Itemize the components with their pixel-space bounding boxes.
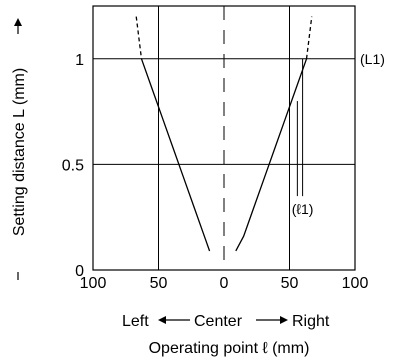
y-axis-label: Setting distance L (mm): [11, 68, 28, 236]
right-arrow-icon: [280, 316, 288, 324]
x-direction-left: Left: [122, 313, 149, 330]
x-tick-label-1: 50: [150, 275, 168, 292]
left-arrow-icon: [158, 316, 166, 324]
x-direction-labels: Left Center Right: [122, 313, 330, 330]
curve-right-dashed: [305, 16, 313, 59]
x-direction-center: Center: [194, 313, 243, 330]
x-direction-right: Right: [292, 313, 330, 330]
y-label-arrow-icon: [14, 18, 22, 26]
curves: [135, 16, 313, 252]
y-tick-label-0: 0: [75, 263, 84, 280]
y-tick-label-1: 0.5: [62, 157, 84, 174]
annotations: (L1) (ℓ1): [292, 51, 385, 217]
curve-left-dashed: [135, 16, 143, 59]
curve-right-solid: [235, 58, 308, 252]
x-tick-label-2: 0: [220, 275, 229, 292]
y-tick-label-2: 1: [75, 52, 84, 69]
x-axis-label: Operating point ℓ (mm): [149, 340, 310, 357]
annotation-L1: (L1): [360, 51, 385, 67]
annotation-l1: (ℓ1): [292, 201, 314, 217]
x-tick-label-0: 100: [80, 275, 107, 292]
x-tick-label-4: 100: [342, 275, 369, 292]
plot-frame: [92, 5, 356, 271]
plot-border: [92, 5, 356, 271]
grid: [93, 6, 355, 270]
x-tick-label-3: 50: [281, 275, 299, 292]
y-axis-label-group: Setting distance L (mm): [11, 18, 28, 280]
curve-left-solid: [140, 58, 211, 252]
